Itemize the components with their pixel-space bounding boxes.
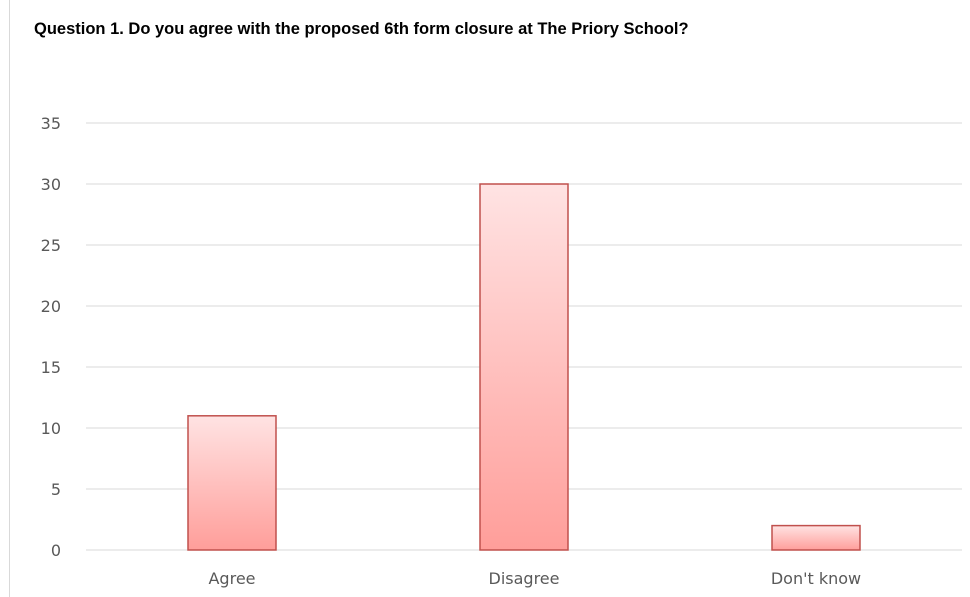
bar-don-t-know xyxy=(771,524,861,551)
chart-left-border xyxy=(9,0,10,597)
bar-disagree xyxy=(479,183,569,551)
x-axis-tick-labels: Agree Disagree Don't know xyxy=(208,569,861,588)
y-tick-label: 5 xyxy=(51,480,61,499)
x-tick-label: Don't know xyxy=(771,569,861,588)
y-tick-label: 0 xyxy=(51,541,61,560)
bar-agree xyxy=(187,415,277,551)
y-tick-label: 30 xyxy=(41,175,61,194)
bars xyxy=(187,183,861,551)
y-tick-label: 10 xyxy=(41,419,61,438)
y-axis-tick-labels: 0 5 10 15 20 25 30 35 xyxy=(41,114,61,560)
x-tick-label: Disagree xyxy=(489,569,560,588)
y-tick-label: 15 xyxy=(41,358,61,377)
y-tick-label: 25 xyxy=(41,236,61,255)
chart-title: Question 1. Do you agree with the propos… xyxy=(34,20,689,38)
y-tick-label: 35 xyxy=(41,114,61,133)
x-tick-label: Agree xyxy=(208,569,255,588)
y-tick-label: 20 xyxy=(41,297,61,316)
